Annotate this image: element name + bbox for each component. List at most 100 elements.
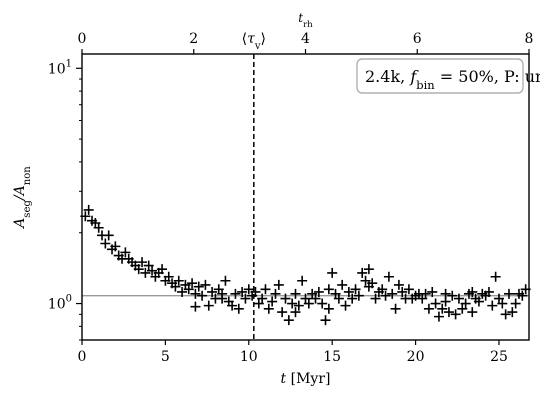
labels-layer: ⟨τv⟩ 0 5 10 15 20 25 0 2 4 6 8 trh 100 101 t [Myr] Aseg/… [12,11,533,387]
data-point-51 [250,286,261,297]
data-point-102 [420,288,431,299]
data-point-125 [497,298,508,309]
data-point-111 [450,309,461,320]
data-point-93 [390,303,401,314]
data-point-77 [337,279,348,290]
data-point-67 [303,298,314,309]
data-point-122 [487,300,498,311]
data-point-114 [460,298,471,309]
y-tick-label-1: 100 [48,294,72,313]
data-point-113 [457,303,468,314]
data-point-38 [207,286,218,297]
y-tick-label-10: 101 [48,58,72,77]
data-point-9 [110,241,121,252]
data-point-136 [363,264,374,275]
data-point-59 [277,307,288,318]
data-point-37 [203,300,214,311]
data-point-95 [397,286,408,297]
data-point-131 [517,290,528,301]
x-tick-label-20: 20 [407,349,425,365]
data-point-64 [293,300,304,311]
data-point-54 [260,284,271,295]
data-point-55 [263,303,274,314]
data-point-106 [433,311,444,322]
data-point-78 [340,300,351,311]
legend-text: 2.4k, fbin = 50%, P: uni [365,67,540,92]
data-point-23 [157,264,168,275]
data-point-65 [297,275,308,286]
data-point-84 [360,275,371,286]
data-point-123 [490,271,501,282]
data-point-58 [273,279,284,290]
data-point-137 [440,288,451,299]
data-point-28 [173,275,184,286]
data-point-82 [353,290,364,301]
data-point-104 [427,286,438,297]
data-point-53 [257,293,268,304]
x-tick-label-0: 0 [78,349,87,365]
data-point-32 [187,278,198,289]
data-point-81 [350,284,361,295]
data-point-80 [347,293,358,304]
data-point-97 [403,284,414,295]
data-point-72 [320,315,331,326]
data-point-87 [370,293,381,304]
data-point-49 [243,284,254,295]
data-point-34 [193,281,204,292]
data-point-135 [323,303,334,314]
data-point-7 [103,230,114,241]
data-point-31 [183,284,194,295]
data-point-70 [313,286,324,297]
data-point-42 [220,275,231,286]
data-point-20 [147,265,158,276]
data-point-112 [453,293,464,304]
data-point-138 [467,286,478,297]
x-tick-label-25: 25 [490,349,508,365]
data-point-118 [473,296,484,307]
top-tick-label-4: 4 [301,31,310,47]
data-point-126 [500,309,511,320]
data-point-79 [343,286,354,297]
data-point-48 [240,293,251,304]
data-point-1 [83,204,94,215]
legend-box [356,58,524,94]
x-axis-title: t [Myr] [281,371,331,387]
data-point-29 [177,286,188,297]
data-point-56 [267,296,278,307]
data-point-63 [290,288,301,299]
data-point-110 [447,290,458,301]
data-point-94 [393,279,404,290]
data-point-74 [327,267,338,278]
legend-layer: 2.4k, fbin = 50%, P: uni [356,58,540,94]
data-point-16 [133,264,144,275]
x-tick-label-10: 10 [240,349,258,365]
data-point-36 [200,279,211,290]
data-point-109 [443,307,454,318]
data-point-103 [423,303,434,314]
data-point-127 [503,288,514,299]
data-point-121 [483,286,494,297]
ticks-layer [76,49,530,345]
data-point-76 [333,293,344,304]
data-points-layer [80,204,531,326]
top-tick-label-2: 2 [189,31,198,47]
data-point-27 [170,281,181,292]
data-point-83 [357,267,368,278]
data-point-107 [437,303,448,314]
data-point-105 [430,298,441,309]
data-point-4 [93,222,104,233]
data-point-139 [190,301,201,312]
data-point-128 [507,307,518,318]
data-point-116 [467,307,478,318]
data-point-61 [283,315,294,326]
data-point-17 [137,257,148,268]
data-point-47 [237,286,248,297]
data-point-35 [197,290,208,301]
data-point-12 [120,247,131,258]
data-point-90 [380,290,391,301]
data-point-45 [230,288,241,299]
data-point-92 [387,288,398,299]
data-point-86 [367,278,378,289]
data-point-6 [100,238,111,249]
